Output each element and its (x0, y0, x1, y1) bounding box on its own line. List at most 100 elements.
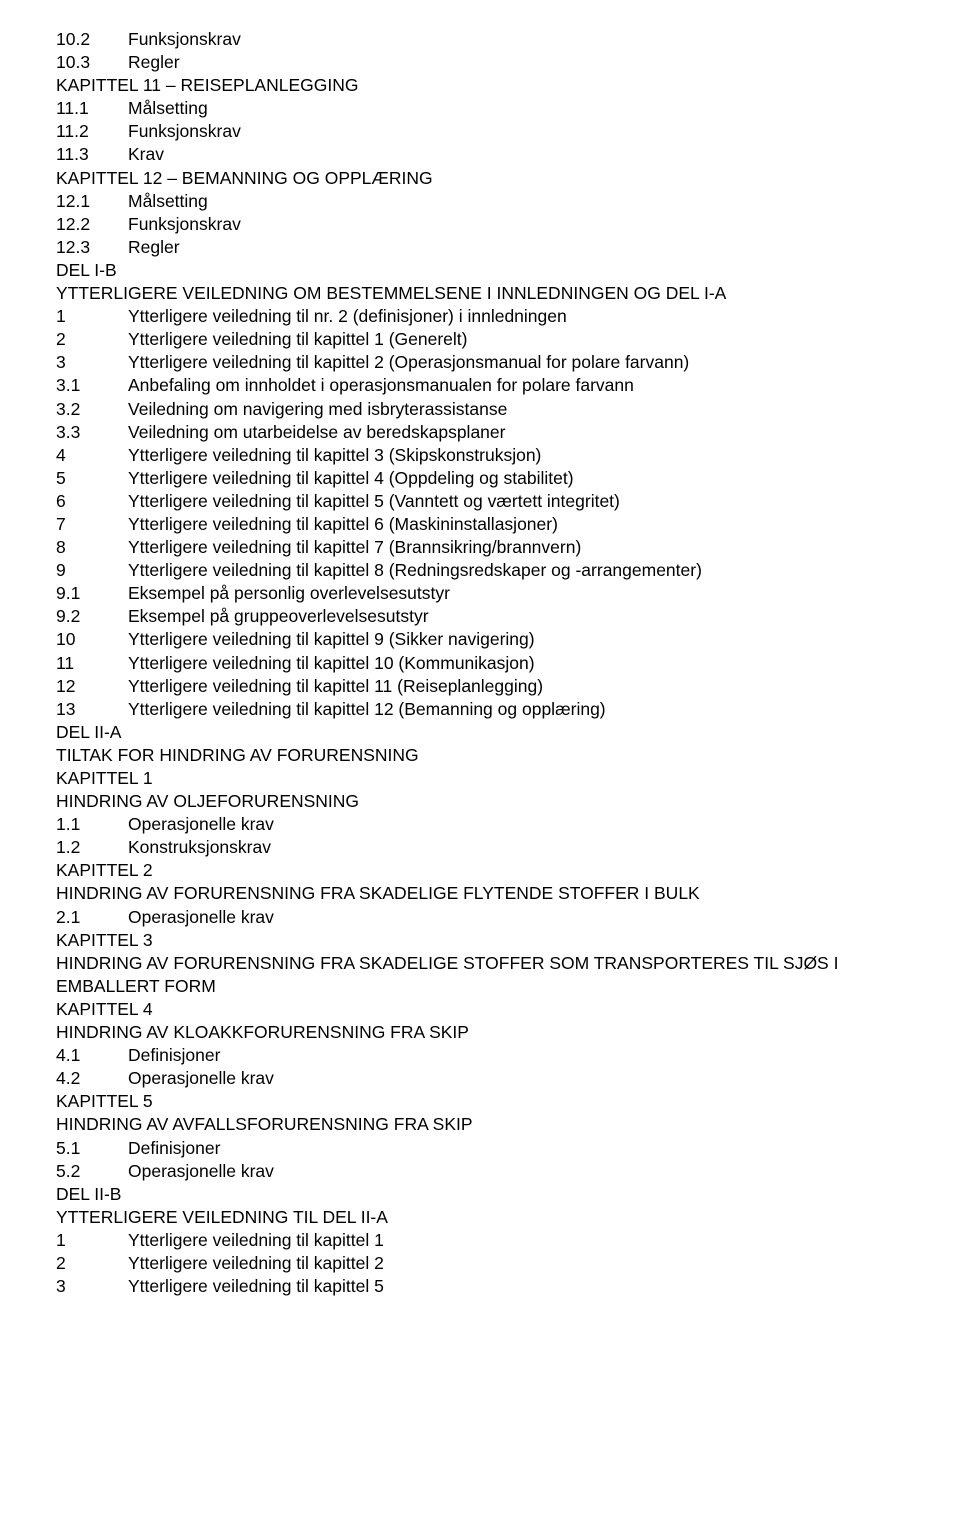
toc-row: 7Ytterligere veiledning til kapittel 6 (… (56, 513, 904, 536)
toc-number: 6 (56, 490, 128, 513)
section-heading: TILTAK FOR HINDRING AV FORURENSNING (56, 744, 904, 767)
toc-number: 13 (56, 698, 128, 721)
toc-row: 3Ytterligere veiledning til kapittel 5 (56, 1275, 904, 1298)
toc-text: Veiledning om utarbeidelse av beredskaps… (128, 421, 904, 444)
toc-row: 10.2Funksjonskrav (56, 28, 904, 51)
toc-number: 5 (56, 467, 128, 490)
toc-number: 12.1 (56, 190, 128, 213)
toc-text: Ytterligere veiledning til kapittel 5 (V… (128, 490, 904, 513)
toc-row: 2.1Operasjonelle krav (56, 906, 904, 929)
toc-row: 1Ytterligere veiledning til kapittel 1 (56, 1229, 904, 1252)
toc-text: Ytterligere veiledning til kapittel 7 (B… (128, 536, 904, 559)
toc-text: Veiledning om navigering med isbryterass… (128, 398, 904, 421)
toc-number: 3.3 (56, 421, 128, 444)
toc-number: 3 (56, 351, 128, 374)
toc-row: 3.3Veiledning om utarbeidelse av beredsk… (56, 421, 904, 444)
toc-text: Ytterligere veiledning til nr. 2 (defini… (128, 305, 904, 328)
toc-number: 2 (56, 1252, 128, 1275)
toc-row: 1Ytterligere veiledning til nr. 2 (defin… (56, 305, 904, 328)
toc-row: 12Ytterligere veiledning til kapittel 11… (56, 675, 904, 698)
toc-text: Operasjonelle krav (128, 813, 904, 836)
toc-row: 4.1Definisjoner (56, 1044, 904, 1067)
toc-row: 11.3Krav (56, 143, 904, 166)
toc-text: Regler (128, 51, 904, 74)
toc-text: Ytterligere veiledning til kapittel 2 (128, 1252, 904, 1275)
section-heading: YTTERLIGERE VEILEDNING OM BESTEMMELSENE … (56, 282, 904, 305)
toc-text: Ytterligere veiledning til kapittel 3 (S… (128, 444, 904, 467)
toc-text: Eksempel på personlig overlevelsesutstyr (128, 582, 904, 605)
section-heading: HINDRING AV KLOAKKFORURENSNING FRA SKIP (56, 1021, 904, 1044)
toc-row: 11.2Funksjonskrav (56, 120, 904, 143)
toc-text: Operasjonelle krav (128, 1160, 904, 1183)
section-heading: KAPITTEL 4 (56, 998, 904, 1021)
toc-text: Ytterligere veiledning til kapittel 1 (128, 1229, 904, 1252)
toc-number: 4.1 (56, 1044, 128, 1067)
toc-number: 11.3 (56, 143, 128, 166)
toc-text: Ytterligere veiledning til kapittel 11 (… (128, 675, 904, 698)
section-heading: KAPITTEL 1 (56, 767, 904, 790)
toc-text: Ytterligere veiledning til kapittel 5 (128, 1275, 904, 1298)
toc-text: Definisjoner (128, 1044, 904, 1067)
toc-row: 3Ytterligere veiledning til kapittel 2 (… (56, 351, 904, 374)
toc-text: Ytterligere veiledning til kapittel 1 (G… (128, 328, 904, 351)
toc-row: 6Ytterligere veiledning til kapittel 5 (… (56, 490, 904, 513)
toc-number: 3.2 (56, 398, 128, 421)
toc-number: 1 (56, 1229, 128, 1252)
toc-row: 9Ytterligere veiledning til kapittel 8 (… (56, 559, 904, 582)
toc-number: 10 (56, 628, 128, 651)
toc-row: 11Ytterligere veiledning til kapittel 10… (56, 652, 904, 675)
toc-row: 12.1Målsetting (56, 190, 904, 213)
toc-row: 4.2Operasjonelle krav (56, 1067, 904, 1090)
toc-row: 12.2Funksjonskrav (56, 213, 904, 236)
toc-row: 5.2Operasjonelle krav (56, 1160, 904, 1183)
section-heading: KAPITTEL 11 – REISEPLANLEGGING (56, 74, 904, 97)
toc-text: Ytterligere veiledning til kapittel 12 (… (128, 698, 904, 721)
toc-text: Definisjoner (128, 1137, 904, 1160)
section-heading: HINDRING AV AVFALLSFORURENSNING FRA SKIP (56, 1113, 904, 1136)
toc-number: 5.1 (56, 1137, 128, 1160)
section-heading: KAPITTEL 5 (56, 1090, 904, 1113)
toc-row: 3.1Anbefaling om innholdet i operasjonsm… (56, 374, 904, 397)
toc-number: 9.1 (56, 582, 128, 605)
toc-text: Målsetting (128, 97, 904, 120)
toc-number: 3 (56, 1275, 128, 1298)
toc-number: 9 (56, 559, 128, 582)
toc-text: Anbefaling om innholdet i operasjonsmanu… (128, 374, 904, 397)
toc-text: Ytterligere veiledning til kapittel 6 (M… (128, 513, 904, 536)
toc-number: 2 (56, 328, 128, 351)
toc-number: 11.2 (56, 120, 128, 143)
toc-row: 5Ytterligere veiledning til kapittel 4 (… (56, 467, 904, 490)
toc-text: Regler (128, 236, 904, 259)
toc-row: 11.1Målsetting (56, 97, 904, 120)
section-heading: KAPITTEL 12 – BEMANNING OG OPPLÆRING (56, 167, 904, 190)
section-heading: HINDRING AV OLJEFORURENSNING (56, 790, 904, 813)
toc-number: 4.2 (56, 1067, 128, 1090)
toc-number: 10.3 (56, 51, 128, 74)
toc-number: 1.1 (56, 813, 128, 836)
toc-number: 12.3 (56, 236, 128, 259)
toc-text: Funksjonskrav (128, 28, 904, 51)
section-heading: YTTERLIGERE VEILEDNING TIL DEL II-A (56, 1206, 904, 1229)
toc-row: 12.3Regler (56, 236, 904, 259)
document-page: 10.2Funksjonskrav10.3ReglerKAPITTEL 11 –… (0, 0, 960, 1520)
section-heading: HINDRING AV FORURENSNING FRA SKADELIGE S… (56, 952, 904, 998)
toc-number: 12.2 (56, 213, 128, 236)
toc-row: 13Ytterligere veiledning til kapittel 12… (56, 698, 904, 721)
toc-number: 8 (56, 536, 128, 559)
toc-text: Ytterligere veiledning til kapittel 8 (R… (128, 559, 904, 582)
toc-number: 3.1 (56, 374, 128, 397)
toc-number: 4 (56, 444, 128, 467)
section-heading: DEL II-B (56, 1183, 904, 1206)
toc-text: Ytterligere veiledning til kapittel 4 (O… (128, 467, 904, 490)
toc-text: Funksjonskrav (128, 213, 904, 236)
toc-number: 11 (56, 652, 128, 675)
toc-text: Målsetting (128, 190, 904, 213)
toc-number: 7 (56, 513, 128, 536)
toc-text: Ytterligere veiledning til kapittel 2 (O… (128, 351, 904, 374)
toc-row: 8Ytterligere veiledning til kapittel 7 (… (56, 536, 904, 559)
toc-text: Eksempel på gruppeoverlevelsesutstyr (128, 605, 904, 628)
toc-row: 2Ytterligere veiledning til kapittel 2 (56, 1252, 904, 1275)
toc-text: Operasjonelle krav (128, 906, 904, 929)
toc-number: 12 (56, 675, 128, 698)
toc-number: 9.2 (56, 605, 128, 628)
